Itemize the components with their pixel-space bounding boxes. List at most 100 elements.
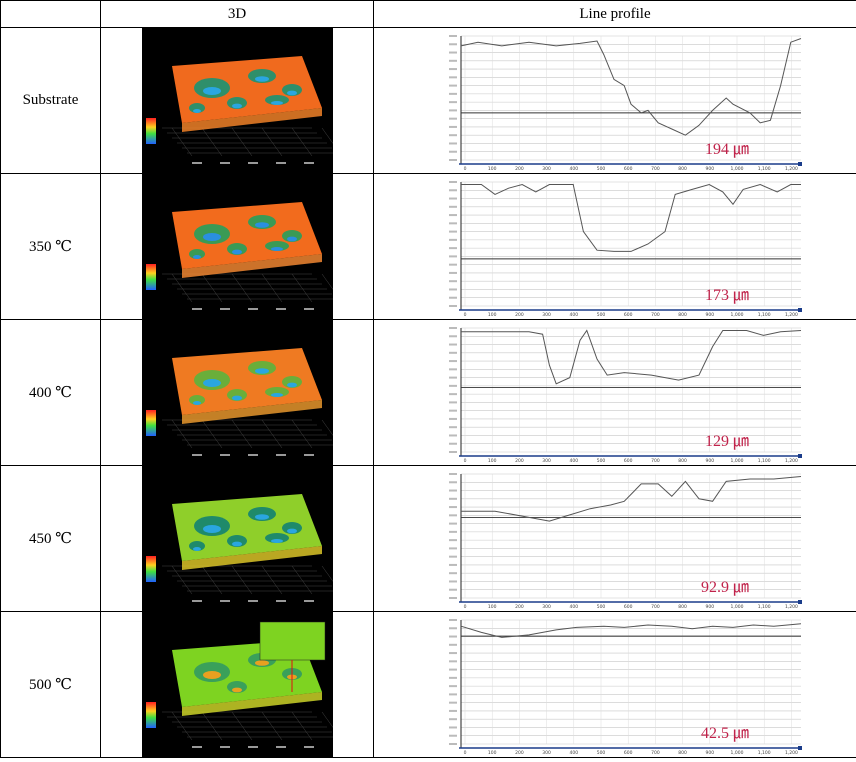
x-tick-label: 600 — [624, 166, 633, 171]
x-tick-label: 400 — [570, 166, 579, 171]
surface-pit-bottom — [202, 87, 221, 95]
y-tick-mark — [449, 709, 457, 712]
y-tick-mark — [449, 384, 457, 387]
x-tick-label: 300 — [542, 458, 551, 463]
surface-pit-bottom — [270, 539, 283, 543]
floor-grid-line — [261, 127, 282, 157]
x-tick-label: 900 — [706, 166, 715, 171]
plot-background — [425, 176, 805, 317]
3d-image-cell — [100, 465, 374, 612]
x-tick-label: 1,200 — [785, 312, 798, 317]
y-tick-mark — [449, 547, 457, 550]
floor-grid-line — [201, 565, 222, 595]
surface-pit — [264, 241, 289, 251]
y-tick-mark — [449, 401, 457, 404]
floor-grid-line — [321, 273, 333, 290]
surface-pit-bottom — [286, 528, 297, 534]
axis-tick-mark — [303, 308, 314, 310]
3d-image-cell — [100, 319, 374, 466]
plot-background — [425, 468, 805, 609]
floor-grid-line — [201, 273, 222, 303]
axis-tick-mark — [191, 308, 202, 310]
color-scale — [145, 702, 156, 728]
profile-line — [460, 38, 802, 136]
y-tick-mark — [449, 652, 457, 655]
floor-grid-line — [321, 419, 333, 436]
y-tick-mark — [449, 627, 457, 630]
floor-grid-line — [201, 419, 222, 449]
axis-tick-mark — [275, 162, 286, 164]
3d-surface-image — [141, 320, 333, 465]
surface-pit-bottom — [254, 514, 269, 520]
3d-surface-image — [141, 174, 333, 319]
axis-tick-mark — [247, 162, 258, 164]
surface-pit-bottom — [192, 547, 201, 551]
floor-grid-line — [231, 127, 252, 157]
line-profile-cell: 0 100 200 300 400 500 600 700 800 900 1,000 1,100 1,… — [373, 173, 856, 320]
y-tick-mark — [449, 426, 457, 429]
header-3d: 3D — [100, 0, 374, 28]
surface-edge — [181, 692, 322, 716]
floor-grid-line — [231, 711, 252, 741]
x-tick-label: 300 — [542, 604, 551, 609]
surface-pit-bottom — [231, 249, 242, 255]
surface-pit-bottom — [192, 255, 201, 259]
axis-tick-mark — [303, 454, 314, 456]
y-tick-mark — [449, 635, 457, 638]
depth-annotation: 92.9 ㎛ — [701, 579, 749, 596]
x-tick-label: 100 — [488, 604, 497, 609]
y-tick-mark — [449, 125, 457, 128]
plot-background — [425, 322, 805, 463]
line-profile-plot: 0 100 200 300 400 500 600 700 800 900 1,000 1,100 1,… — [425, 614, 805, 755]
surface-pit — [188, 541, 205, 551]
surface-pit-bottom — [254, 660, 269, 666]
y-tick-mark — [449, 734, 457, 737]
y-tick-mark — [449, 43, 457, 46]
x-tick-label: 600 — [624, 604, 633, 609]
x-tick-label: 0 — [464, 458, 467, 463]
surface-pit-bottom — [286, 236, 297, 242]
y-tick-mark — [449, 393, 457, 396]
surface-pit-bottom — [270, 393, 283, 397]
axis-end-marker — [798, 162, 802, 166]
y-tick-mark — [449, 76, 457, 79]
color-scale — [145, 556, 156, 582]
surface-pit-bottom — [254, 368, 269, 374]
x-tick-label: 100 — [488, 312, 497, 317]
y-tick-mark — [449, 263, 457, 266]
y-tick-mark — [449, 84, 457, 87]
x-tick-label: 1,100 — [758, 312, 771, 317]
x-tick-label: 1,000 — [731, 458, 744, 463]
depth-annotation: 173 ㎛ — [705, 287, 749, 304]
x-tick-label: 1,000 — [731, 604, 744, 609]
surface-pit-bottom — [202, 379, 221, 387]
y-tick-mark — [449, 417, 457, 420]
axis-tick-mark — [247, 454, 258, 456]
x-tick-label: 800 — [678, 604, 687, 609]
axis-tick-mark — [247, 308, 258, 310]
floor-grid-line — [171, 565, 192, 595]
axis-tick-mark — [275, 454, 286, 456]
y-tick-mark — [449, 726, 457, 729]
y-tick-mark — [449, 197, 457, 200]
surface-pit — [188, 249, 205, 259]
y-tick-mark — [449, 668, 457, 671]
x-tick-label: 0 — [464, 750, 467, 755]
y-tick-mark — [449, 409, 457, 412]
surface-pit-bottom — [270, 247, 283, 251]
line-profile-plot: 0 100 200 300 400 500 600 700 800 900 1,000 1,100 1,… — [425, 468, 805, 609]
surface-pit — [264, 387, 289, 397]
x-tick-label: 400 — [570, 312, 579, 317]
plot-background — [425, 614, 805, 755]
axis-tick-mark — [275, 600, 286, 602]
x-tick-label: 300 — [542, 750, 551, 755]
3d-image-cell — [100, 27, 374, 174]
y-tick-mark — [449, 473, 457, 475]
y-tick-mark — [449, 59, 457, 62]
x-tick-label: 900 — [706, 458, 715, 463]
surface-pit — [264, 533, 289, 543]
y-tick-mark — [449, 481, 457, 484]
table-row: 400 ℃ 0 100 200 300 400 500 600 700 800 900 1,000 1… — [0, 319, 856, 466]
surface-pit-bottom — [202, 233, 221, 241]
